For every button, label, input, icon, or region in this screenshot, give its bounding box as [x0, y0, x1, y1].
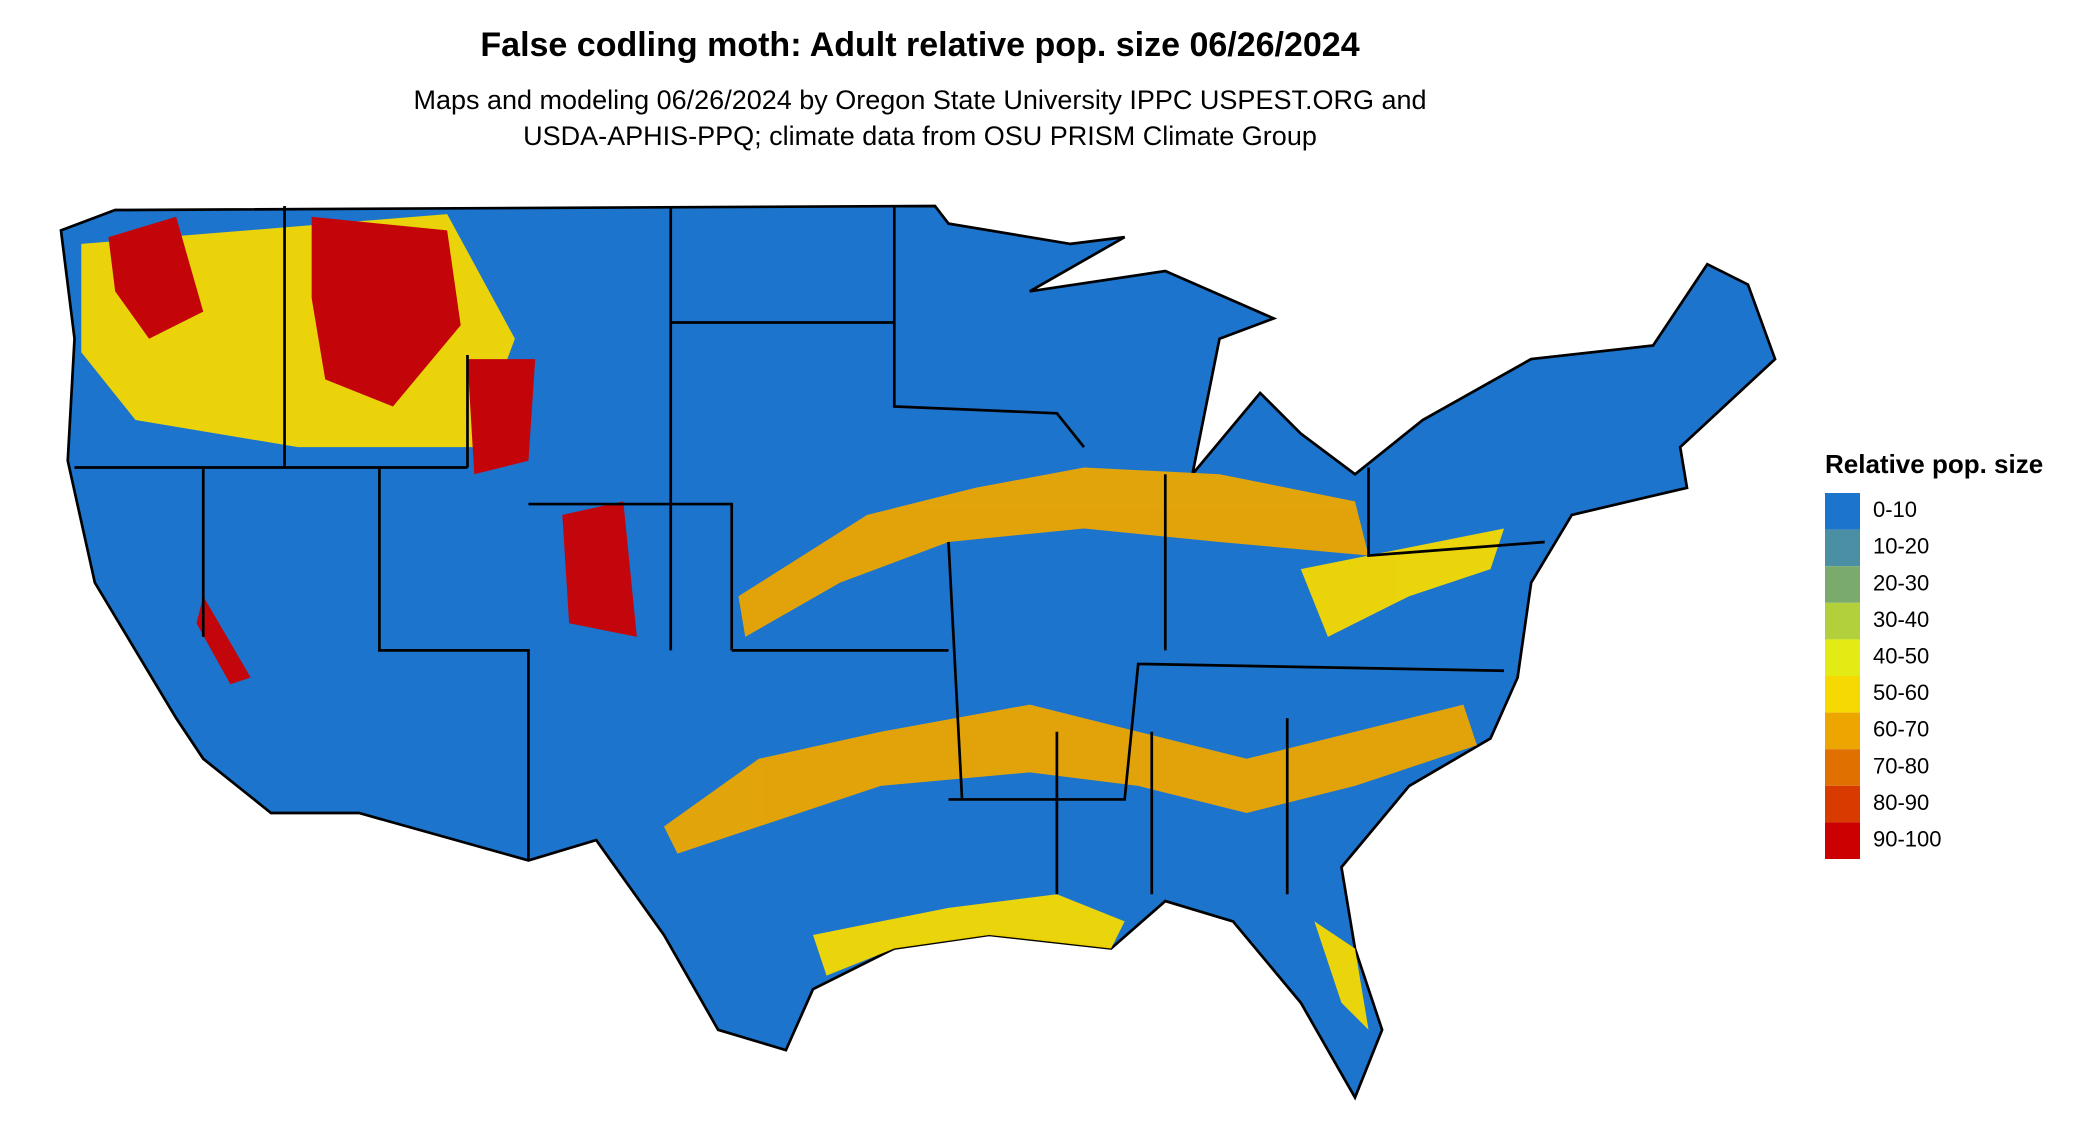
legend-label: 80-90 [1873, 790, 1929, 815]
legend-label: 70-80 [1873, 753, 1929, 778]
legend-label: 40-50 [1873, 644, 1929, 669]
legend-swatch [1825, 785, 1860, 823]
map-subtitle: Maps and modeling 06/26/2024 by Oregon S… [413, 85, 1426, 115]
legend-swatch [1825, 822, 1860, 859]
legend-label: 60-70 [1873, 717, 1929, 742]
legend-label: 90-100 [1873, 827, 1942, 852]
legend-swatch [1825, 493, 1860, 530]
state-borders [74, 205, 1545, 895]
legend-swatch [1825, 749, 1860, 786]
legend-swatch [1825, 676, 1860, 713]
legend-label: 20-30 [1873, 570, 1929, 595]
risk-areas [81, 214, 1505, 1030]
map-title: False codling moth: Adult relative pop. … [480, 26, 1359, 64]
legend-label: 50-60 [1873, 680, 1929, 705]
us-map [59, 204, 1777, 1101]
legend-swatch [1825, 529, 1860, 567]
map-subtitle: USDA-APHIS-PPQ; climate data from OSU PR… [523, 121, 1317, 151]
legend-swatch [1825, 639, 1860, 676]
legend-title: Relative pop. size [1825, 449, 2043, 479]
legend-label: 30-40 [1873, 607, 1929, 632]
risk-area [738, 467, 1369, 637]
legend-label: 0-10 [1873, 497, 1917, 522]
legend-swatch [1825, 602, 1860, 640]
legend-swatch [1825, 566, 1860, 603]
legend: Relative pop. size 0-10 10-20 20-30 30-40 40… [1825, 449, 2043, 859]
legend-label: 10-20 [1873, 534, 1929, 559]
legend-swatch [1825, 712, 1860, 750]
risk-area [108, 216, 637, 685]
risk-area [663, 704, 1477, 854]
risk-area [813, 528, 1505, 1030]
